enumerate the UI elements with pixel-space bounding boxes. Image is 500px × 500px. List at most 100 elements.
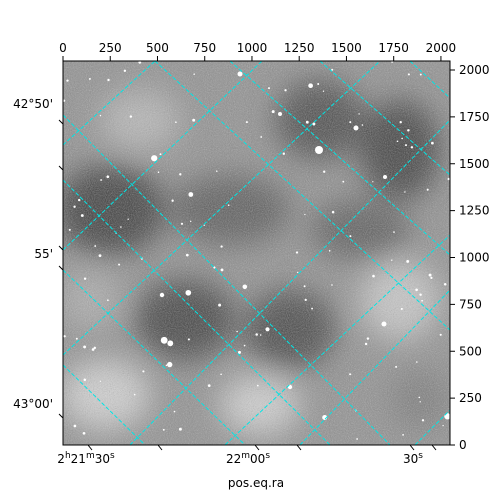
star <box>180 222 184 225</box>
star <box>393 231 395 233</box>
bottom-tick-mark <box>409 444 415 451</box>
star <box>342 180 345 183</box>
star <box>349 121 352 124</box>
bottom-tick-mark <box>157 444 163 451</box>
star <box>396 140 399 143</box>
star <box>187 338 190 341</box>
star <box>63 99 66 102</box>
star <box>259 334 262 336</box>
star <box>395 365 398 368</box>
star <box>123 69 127 73</box>
x-axis-label: pos.eq.ra <box>228 476 284 490</box>
star <box>428 273 432 277</box>
star <box>83 378 87 382</box>
right-tick-label: 250 <box>459 391 482 405</box>
star <box>308 83 313 89</box>
star <box>358 113 360 115</box>
bright-star <box>159 292 165 298</box>
grid-line <box>154 61 450 331</box>
ra-label-superscript: s <box>418 451 423 461</box>
grid-line <box>63 179 331 445</box>
star <box>399 121 402 124</box>
top-tick-label: 500 <box>146 41 169 55</box>
star <box>173 410 176 413</box>
star <box>372 274 375 278</box>
star <box>415 288 418 292</box>
star <box>83 277 87 280</box>
star <box>311 307 314 310</box>
ra-label-number: 2 <box>57 452 65 466</box>
star <box>243 344 246 347</box>
star <box>171 199 174 202</box>
star <box>364 342 368 346</box>
star <box>238 350 241 354</box>
star <box>185 289 192 296</box>
grid-line <box>63 61 263 251</box>
right-tick-label: 0 <box>459 438 467 452</box>
star <box>407 73 410 76</box>
star <box>410 146 414 149</box>
star <box>255 333 258 336</box>
star <box>284 89 287 92</box>
star <box>447 177 450 181</box>
ra-label-superscript: s <box>110 451 115 461</box>
star <box>193 73 195 75</box>
star <box>216 170 218 172</box>
bottom-ra-axis: 2h21m30s 22m00s 30s <box>57 444 437 466</box>
star <box>331 284 333 286</box>
star <box>404 144 408 147</box>
dec-tick-label: 43°00' <box>13 397 53 411</box>
left-tick-mark <box>58 245 64 251</box>
grid-line <box>319 61 450 176</box>
grid-line <box>63 61 381 356</box>
ra-label-superscript: s <box>265 451 270 461</box>
star <box>167 340 174 347</box>
ra-label-number: 00 <box>250 452 265 466</box>
star <box>107 299 109 302</box>
top-tick-label: 250 <box>99 41 122 55</box>
star <box>419 293 422 296</box>
star <box>242 284 248 290</box>
top-tick-label: 1500 <box>331 41 362 55</box>
star <box>407 129 410 132</box>
bottom-tick-mark <box>87 444 93 451</box>
star <box>220 373 222 376</box>
left-tick-mark <box>58 265 64 271</box>
star <box>443 283 447 286</box>
star <box>295 251 299 254</box>
star <box>68 228 71 231</box>
plot-frame <box>62 60 451 446</box>
star <box>106 175 110 179</box>
star <box>331 210 335 214</box>
ra-label-superscript: m <box>241 451 250 461</box>
top-pixel-axis: 0 250 500 750 1000 1250 1500 1750 2000 <box>59 41 456 61</box>
left-tick-mark <box>58 413 64 419</box>
right-tick-label: 2000 <box>459 63 490 77</box>
star <box>312 122 316 126</box>
star <box>296 271 299 274</box>
star <box>80 214 84 217</box>
star <box>99 114 102 117</box>
ra-label-number: 21 <box>71 452 86 466</box>
star <box>167 361 173 368</box>
star <box>421 419 425 422</box>
image-plot-area <box>63 61 450 445</box>
star <box>431 141 434 145</box>
right-tick-label: 1750 <box>459 110 490 124</box>
star <box>430 276 433 280</box>
star <box>406 259 410 263</box>
top-tick-label: 1000 <box>237 41 268 55</box>
star <box>83 345 87 349</box>
right-pixel-axis: 0 250 500 750 1000 1250 1500 1750 2000 <box>450 63 490 452</box>
grid-line <box>63 269 246 445</box>
ra-label-superscript: m <box>86 451 95 461</box>
star <box>356 438 358 440</box>
star <box>75 337 78 340</box>
star <box>218 303 222 307</box>
left-dec-axis: 42°50' 55' 43°00' <box>13 97 64 419</box>
star <box>391 259 393 261</box>
bright-star <box>315 146 323 154</box>
ra-tick-label: 2h21m30s <box>57 451 115 466</box>
right-tick-label: 500 <box>459 344 482 358</box>
grid-line <box>63 61 156 146</box>
